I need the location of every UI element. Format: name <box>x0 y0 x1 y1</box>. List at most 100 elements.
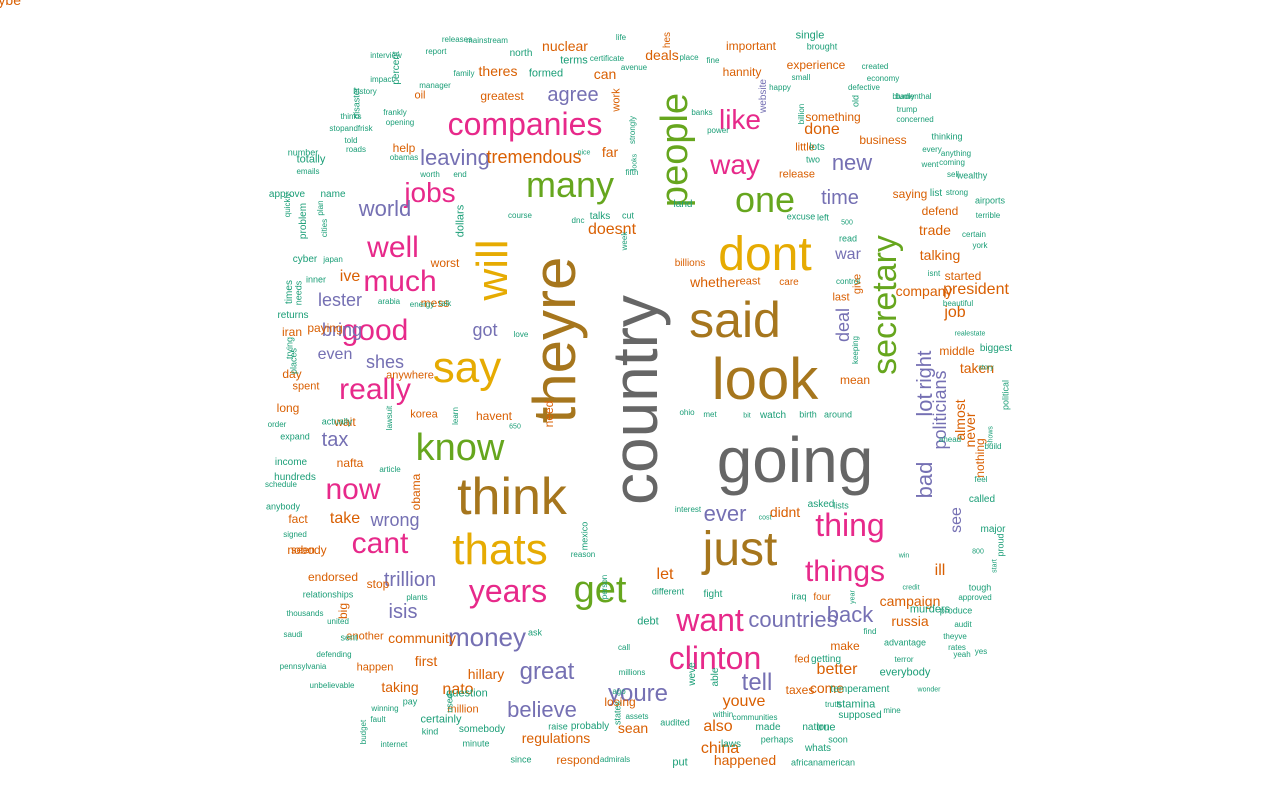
word-read: read <box>838 233 858 244</box>
word-jobs: jobs <box>404 177 456 208</box>
word-since: since <box>510 754 532 765</box>
word-temperament: temperament <box>830 684 890 695</box>
word-certificate: certificate <box>589 54 625 63</box>
word-community: community <box>388 630 456 646</box>
word-name: name <box>320 189 346 200</box>
word-last: last <box>832 291 850 304</box>
word-website: website <box>758 79 769 113</box>
word-question: question <box>446 687 488 700</box>
word-lots: lots <box>809 142 825 153</box>
word-truth: truth <box>824 700 842 709</box>
word-long: long <box>276 401 300 415</box>
word-schedule: schedule <box>264 480 298 489</box>
word-make: make <box>830 639 860 653</box>
word-avenue: avenue <box>620 63 648 72</box>
word-nafta: nafta <box>336 456 364 470</box>
word-little: little <box>795 141 815 154</box>
word-spent: spent <box>292 380 320 393</box>
word-something: something <box>805 110 861 124</box>
word-thinking: thinking <box>931 131 963 142</box>
word-taking: taking <box>381 679 419 695</box>
word-getting: getting <box>810 654 842 665</box>
word-audit: audit <box>954 620 972 629</box>
word-shes: shes <box>365 352 405 372</box>
word-end: end <box>453 170 467 179</box>
word-totally: totally <box>296 153 326 166</box>
word-approved: approved <box>958 593 992 602</box>
word-taxes: taxes <box>785 683 815 697</box>
word-care: care <box>779 277 799 288</box>
word-excuse: excuse <box>786 211 816 222</box>
word-admirals: admirals <box>599 755 631 764</box>
word-concerned: concerned <box>896 115 934 124</box>
word-650: 650 <box>509 423 521 431</box>
word-well: well <box>367 231 419 264</box>
word-fed: fed <box>794 653 810 666</box>
word-list: list <box>929 188 943 199</box>
word-nuclear: nuclear <box>542 38 588 54</box>
word-far: far <box>601 144 619 160</box>
word-oil: oil <box>414 89 426 102</box>
word-kind: kind <box>421 726 439 737</box>
word-energy: energy <box>409 300 435 309</box>
word-theres: theres <box>478 63 518 79</box>
word-president: president <box>943 281 1009 298</box>
word-now: now <box>325 473 381 506</box>
word-iran: iran <box>281 325 303 339</box>
word-emails: emails <box>296 167 320 176</box>
word-relationships: relationships <box>302 589 354 600</box>
word-want: want <box>676 602 744 638</box>
word-nobody: nobody <box>287 543 327 557</box>
word-actually: actually <box>321 416 353 427</box>
word-whether: whether <box>690 274 740 290</box>
word-pay: pay <box>402 696 418 707</box>
word-leaving: leaving <box>420 145 490 170</box>
word-obama: obama <box>409 473 423 511</box>
word-approve: approve <box>268 189 306 200</box>
word-money: money <box>447 622 527 652</box>
word-year: year <box>849 590 857 604</box>
word-better: better <box>816 661 858 678</box>
word-called: called <box>968 494 996 505</box>
word-certainly: certainly <box>420 713 462 726</box>
word-budget: budget <box>359 719 368 745</box>
word-win: win <box>898 552 910 560</box>
word-raise: raise <box>548 721 568 732</box>
word-korea: korea <box>410 408 438 421</box>
word-credit: credit <box>902 584 920 592</box>
word-happened: happened <box>713 752 777 768</box>
word-billions: billions <box>674 258 706 269</box>
word-anybody: anybody <box>265 501 301 512</box>
word-audited: audited <box>660 717 690 728</box>
word-work: work <box>610 88 623 112</box>
word-created: created <box>861 62 889 71</box>
word-defend: defend <box>921 204 959 218</box>
word-advantage: advantage <box>883 637 927 648</box>
word-hannity: hannity <box>722 65 762 79</box>
word-new: new <box>831 150 873 175</box>
word-800: 800 <box>972 548 984 556</box>
word-family: family <box>453 69 475 78</box>
word-pennsylvania: pennsylvania <box>279 662 327 671</box>
word-probably: probably <box>570 721 610 732</box>
word-ive: ive <box>339 268 361 285</box>
word-bit: bit <box>743 412 751 420</box>
word-trump: trump <box>896 105 918 114</box>
word-see: see <box>948 507 965 533</box>
word-everybody: everybody <box>879 666 931 679</box>
word-needs: needs <box>293 280 304 306</box>
word-think: think <box>457 468 567 526</box>
word-nation: nation <box>802 722 830 733</box>
word-defective: defective <box>847 83 881 92</box>
word-secretary: secretary <box>866 235 904 375</box>
word-perhaps: perhaps <box>760 734 794 745</box>
word-japan: japan <box>323 255 343 264</box>
word-dollars: dollars <box>454 204 467 238</box>
word-things: things <box>804 555 886 588</box>
word-deal: deal <box>833 307 853 343</box>
word-billion: billion <box>797 103 806 125</box>
word-africanamerican: africanamerican <box>790 757 856 768</box>
word-blumenthal: blumenthal <box>892 92 932 101</box>
word-bring: bring <box>321 320 363 340</box>
